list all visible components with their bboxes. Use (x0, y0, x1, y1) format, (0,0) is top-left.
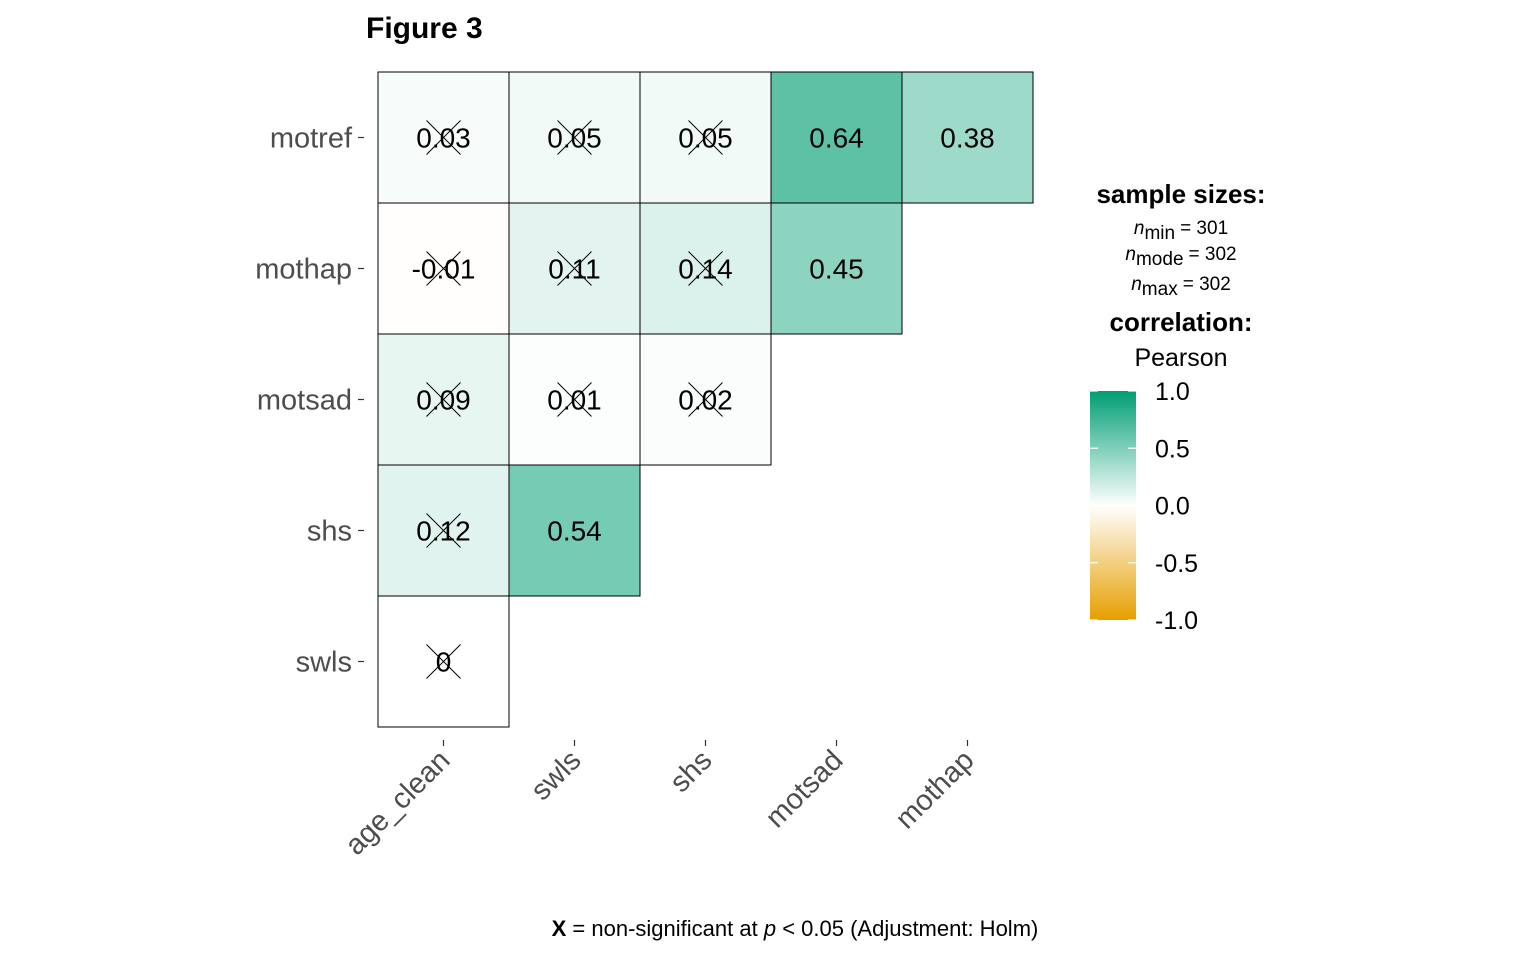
n-mode-line: nmode = 302 (1125, 244, 1236, 270)
caption-p: p (763, 916, 776, 941)
heatmap-cell: 0.03 (377, 71, 510, 204)
heatmap-cell: 0.54 (508, 464, 641, 597)
legend: sample sizes: nmin = 301 nmode = 302 nmax =… (1090, 179, 1266, 635)
caption-x-mark: X (552, 916, 567, 941)
chart-title: Figure 3 (366, 12, 483, 45)
correlation-method: Pearson (1134, 344, 1227, 372)
non-significant-cross (557, 382, 592, 417)
heatmap-cell: 0 (377, 595, 510, 728)
legend-tick-label: -1.0 (1155, 607, 1198, 635)
cell-value-label: 0.38 (940, 123, 995, 154)
legend-tick-label: -0.5 (1155, 550, 1198, 578)
heatmap-cell: 0.05 (508, 71, 641, 204)
heatmap-cell: 0.38 (901, 71, 1034, 204)
heatmap-cell: 0.02 (639, 333, 772, 466)
non-significant-cross (688, 120, 723, 155)
caption-text-1: = non-significant at (566, 916, 764, 941)
non-significant-cross (688, 251, 723, 286)
heatmap-cell-rect (770, 71, 903, 204)
n-min-line: nmin = 301 (1134, 218, 1228, 244)
x-tick-label: motsad (760, 744, 850, 834)
y-tick-label: mothap (255, 254, 352, 286)
x-tick-label: swls (525, 744, 588, 807)
y-tick-label: motref (270, 123, 353, 155)
non-significant-cross (426, 513, 461, 548)
heatmap-cell: 0.14 (639, 202, 772, 335)
non-significant-cross (426, 644, 461, 679)
legend-ticks: 1.0 0.5 0.0 -0.5 -1.0 (1090, 378, 1198, 635)
heatmap-cell: 0.05 (639, 71, 772, 204)
cell-value-label: 0.64 (809, 123, 864, 154)
legend-tick-label: 1.0 (1155, 378, 1190, 406)
caption-text-2: < 0.05 (Adjustment: Holm) (776, 916, 1038, 941)
heatmap-cell-rect (901, 71, 1034, 204)
non-significant-cross (426, 251, 461, 286)
legend-tick-label: 0.5 (1155, 435, 1190, 463)
heatmap-cell: 0.12 (377, 464, 510, 597)
x-tick-label: shs (664, 744, 719, 799)
heatmap-cell: 0.09 (377, 333, 510, 466)
caption: X = non-significant at p < 0.05 (Adjustm… (552, 916, 1039, 941)
y-tick-label: shs (307, 516, 352, 548)
non-significant-cross (557, 251, 592, 286)
non-significant-cross (557, 120, 592, 155)
cell-value-label: 0.54 (547, 516, 602, 547)
cell-value-label: 0.45 (809, 254, 864, 285)
heatmap-cell: 0.01 (508, 333, 641, 466)
legend-tick-label: 0.0 (1155, 493, 1190, 521)
correlation-title: correlation: (1109, 307, 1252, 337)
heatmap-cell-rect (508, 464, 641, 597)
y-tick-label: motsad (257, 385, 352, 417)
x-axis: age_clean swls shs motsad mothap (339, 740, 980, 862)
y-axis: motref mothap motsad shs swls (255, 123, 364, 679)
heatmap-cell: 0.45 (770, 202, 903, 335)
heatmap-cell: -0.01 (377, 202, 510, 335)
n-max-line: nmax = 302 (1131, 274, 1231, 300)
sample-sizes-title: sample sizes: (1096, 179, 1265, 209)
x-tick-label: mothap (889, 744, 980, 835)
x-tick-label: age_clean (339, 744, 456, 861)
heatmap-cell: 0.11 (508, 202, 641, 335)
non-significant-cross (688, 382, 723, 417)
heatmap-cells: 0.030.050.050.640.38-0.010.110.140.450.0… (377, 71, 1034, 728)
heatmap-cell-rect (770, 202, 903, 335)
heatmap-cell: 0.64 (770, 71, 903, 204)
non-significant-cross (426, 120, 461, 155)
y-tick-label: swls (296, 647, 352, 679)
non-significant-cross (426, 382, 461, 417)
